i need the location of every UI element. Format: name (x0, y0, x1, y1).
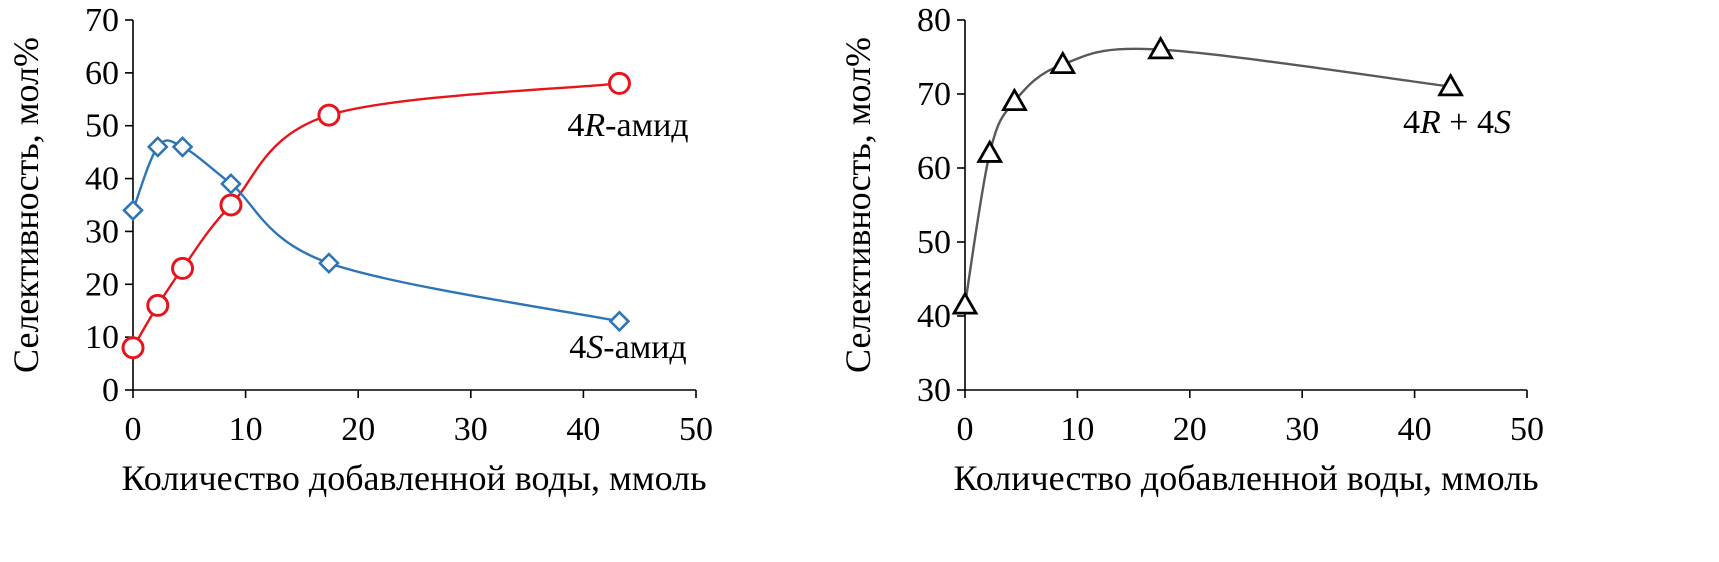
series-label-part: -амид (603, 329, 686, 366)
series-label-part: R (1419, 104, 1441, 141)
x-axis-title: Количество добавленной воды, ммоль (954, 458, 1539, 498)
circle-marker (146, 293, 170, 317)
y-axis-title: Селективность, мол% (838, 37, 878, 373)
triangle-marker (1437, 72, 1464, 97)
x-tick-label: 10 (1060, 411, 1094, 448)
y-tick-label: 40 (917, 298, 951, 335)
triangle-marker (1049, 50, 1077, 75)
x-tick-label: 0 (957, 411, 974, 448)
diamond-marker (220, 173, 242, 195)
x-tick-label: 40 (1398, 411, 1432, 448)
circle-marker (121, 336, 145, 360)
series-label-part: 4 (567, 107, 584, 144)
y-tick-label: 30 (917, 372, 951, 409)
x-tick-label: 30 (454, 411, 488, 448)
series-label: 4S-амид (569, 329, 686, 366)
y-tick-label: 50 (85, 108, 119, 145)
triangle-marker (1147, 35, 1174, 60)
y-axis-title: Селективность, мол% (6, 37, 46, 373)
x-tick-label: 10 (229, 411, 263, 448)
x-axis-title: Количество добавленной воды, ммоль (122, 458, 707, 498)
y-tick-label: 50 (917, 224, 951, 261)
series-label-part: -амид (605, 107, 688, 144)
series-label-part: 4 (1403, 104, 1420, 141)
circle-marker (219, 193, 243, 217)
circle-marker (317, 103, 341, 127)
triangle-marker (1001, 87, 1028, 112)
y-tick-label: 80 (917, 2, 951, 39)
right-chart: 30 40 50 60 70 80 0 10 20 30 40 50 Количество добавл… (838, 2, 1544, 498)
x-tick-label: 30 (1285, 411, 1319, 448)
diamond-marker (171, 136, 194, 158)
series-line (131, 139, 620, 323)
circle-marker (171, 256, 195, 280)
series-label-part: + 4 (1441, 104, 1494, 141)
series-label: 4R + 4S (1403, 104, 1511, 141)
x-tick-label: 50 (1510, 411, 1544, 448)
y-tick-label: 60 (917, 150, 951, 187)
series-label-part: S (586, 329, 603, 366)
y-tick-label: 60 (85, 55, 119, 92)
x-tick-label: 50 (679, 411, 713, 448)
y-tick-label: 20 (85, 266, 119, 303)
y-tick-label: 40 (85, 161, 119, 198)
series-label: 4R-амид (567, 107, 688, 144)
series-label-part: S (1494, 104, 1511, 141)
x-tick-label: 40 (566, 411, 600, 448)
y-tick-label: 70 (917, 76, 951, 113)
diamond-marker (146, 136, 169, 158)
circle-marker (607, 71, 631, 95)
series-label-part: R (583, 107, 605, 144)
y-tick-label: 70 (85, 2, 119, 39)
diamond-marker (318, 252, 340, 274)
diamond-marker (122, 199, 144, 222)
triangle-marker (951, 291, 979, 315)
left-chart: 0 10 20 30 40 50 60 70 0 10 20 30 40 50 Количество доб… (6, 2, 713, 498)
x-tick-label: 0 (125, 411, 142, 448)
y-tick-label: 10 (85, 319, 119, 356)
x-tick-label: 20 (341, 411, 375, 448)
x-tick-label: 20 (1173, 411, 1207, 448)
y-tick-label: 30 (85, 213, 119, 250)
series-label-part: 4 (569, 329, 586, 366)
series-line (963, 47, 1451, 306)
diamond-marker (608, 310, 631, 333)
triangle-marker (976, 139, 1004, 163)
y-tick-label: 0 (102, 372, 119, 409)
